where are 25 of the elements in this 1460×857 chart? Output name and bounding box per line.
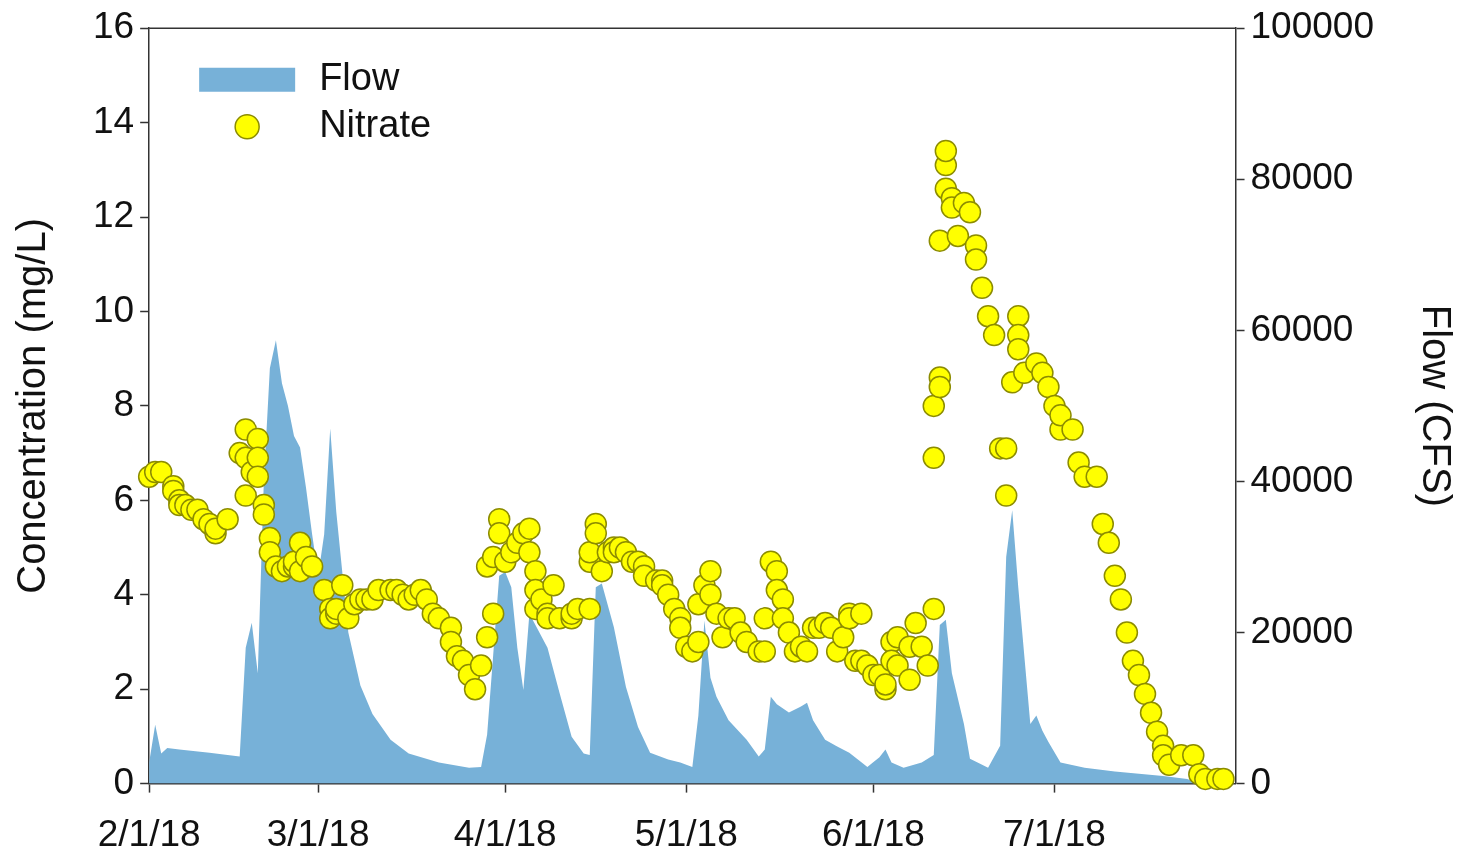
x-tick-label: 4/1/18	[453, 813, 557, 854]
x-tick-label: 5/1/18	[634, 813, 738, 854]
y-tick-label: 12	[93, 194, 135, 236]
y2-tick-label: 80000	[1250, 156, 1354, 198]
y-tick-label: 0	[113, 760, 135, 802]
y2-tick-label: 20000	[1250, 609, 1354, 651]
y-axis-title: Concentration (mg/L)	[9, 218, 54, 594]
y-tick-label: 2	[113, 666, 135, 708]
x-tick-label: 7/1/18	[1003, 813, 1106, 854]
y2-tick-label: 60000	[1250, 307, 1354, 349]
y2-tick-label: 0	[1250, 760, 1272, 802]
x-tick-label: 6/1/18	[821, 813, 925, 854]
y-tick-label: 8	[113, 383, 135, 425]
y-tick-label: 14	[93, 99, 135, 141]
x-tick-label: 2/1/18	[97, 813, 201, 854]
y-tick-label: 4	[113, 571, 135, 613]
y2-axis-title: Flow (CFS)	[1414, 304, 1459, 508]
legend-label: Flow	[319, 56, 400, 99]
y2-tick-label: 40000	[1250, 458, 1354, 500]
x-tick-label: 3/1/18	[266, 813, 370, 854]
y2-tick-label: 100000	[1250, 5, 1374, 47]
y-tick-label: 10	[93, 288, 135, 330]
y-tick-label: 16	[93, 5, 135, 47]
y-tick-label: 6	[113, 477, 135, 519]
legend-label: Nitrate	[319, 103, 432, 146]
